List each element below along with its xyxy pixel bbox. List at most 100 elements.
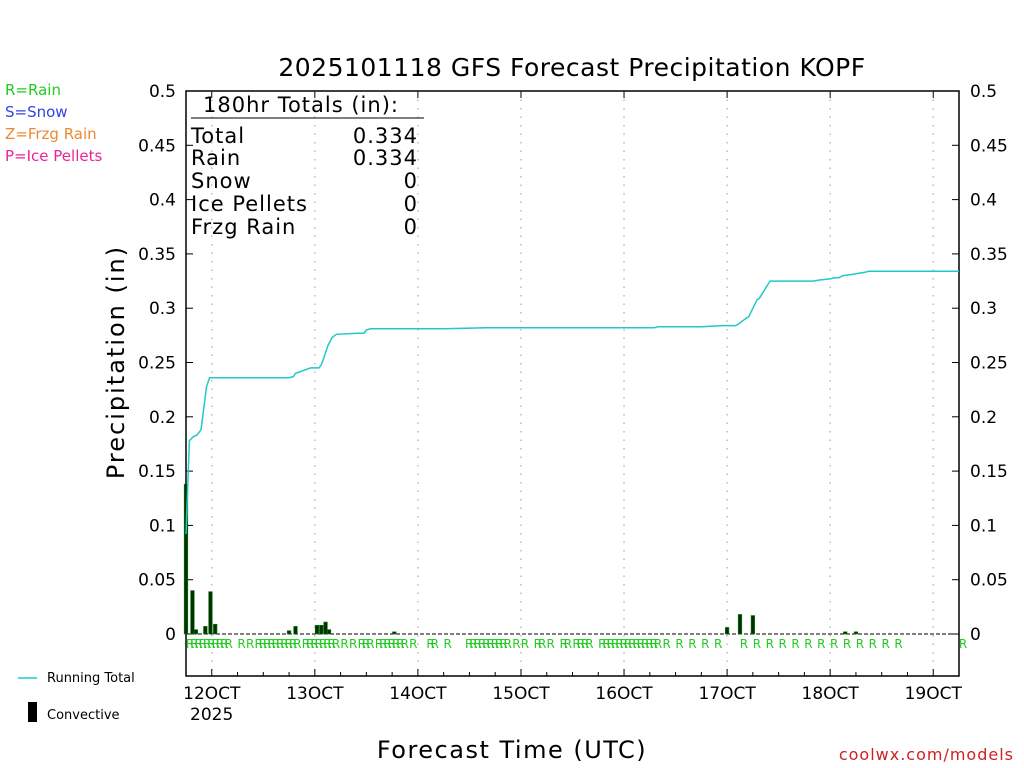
rain-marker: R (349, 637, 357, 651)
y-tick-label-right: 0.05 (970, 571, 1008, 591)
rain-marker: R (396, 637, 404, 651)
rain-marker: R (663, 637, 671, 651)
convective-bar (203, 626, 208, 635)
convective-bar (724, 627, 730, 635)
rain-marker: R (572, 637, 580, 651)
rain-marker: R (624, 637, 632, 651)
source-credit: coolwx.com/models (838, 745, 1014, 764)
convective-bar (293, 626, 298, 635)
rain-marker: R (581, 637, 589, 651)
totals-freezing-rain-label: Frzg Rain (191, 215, 296, 239)
rain-marker: R (366, 637, 374, 651)
rain-marker: R (491, 637, 499, 651)
rain-marker: R (465, 637, 473, 651)
rain-marker: R (559, 637, 567, 651)
rain-marker: R (306, 637, 314, 651)
rain-marker: R (869, 637, 877, 651)
y-tick-label-left: 0.45 (138, 136, 176, 156)
rain-marker: R (276, 637, 284, 651)
convective-bars (183, 483, 859, 635)
y-tick-label-left: 0.1 (149, 516, 176, 536)
rain-marker: R (499, 637, 507, 651)
y-tick-label-right: 0.35 (970, 245, 1008, 265)
rain-marker: R (358, 637, 366, 651)
rain-marker: R (645, 637, 653, 651)
rain-marker: R (194, 637, 202, 651)
rain-marker: R (654, 637, 662, 651)
rain-marker: R (267, 637, 275, 651)
rain-marker: R (620, 637, 628, 651)
rain-marker: R (246, 637, 254, 651)
rain-marker: R (203, 637, 211, 651)
rain-marker: R (894, 637, 902, 651)
rain-marker: R (521, 637, 529, 651)
x-tick-label: 12OCT (183, 684, 241, 704)
y-axis-label: Precipitation (in) (102, 245, 130, 479)
convective-bar (314, 625, 320, 635)
rain-marker: R (426, 637, 434, 651)
rain-marker: R (280, 637, 288, 651)
convective-bar (193, 629, 198, 635)
y-tick-label-right: 0.3 (970, 299, 997, 319)
rain-marker: R (431, 637, 439, 651)
rain-marker: R (641, 637, 649, 651)
rain-marker: R (379, 637, 387, 651)
convective-bar (208, 591, 213, 635)
chart-title: 2025101118 GFS Forecast Precipitation KO… (278, 53, 865, 82)
rain-marker: R (272, 637, 280, 651)
rain-marker: R (512, 637, 520, 651)
rain-marker: R (766, 637, 774, 651)
rain-marker: R (220, 637, 228, 651)
rain-marker: R (383, 637, 391, 651)
x-tick-label: 19OCT (905, 684, 963, 704)
totals-rain-label: Rain (191, 146, 241, 170)
totals-box: 180hr Totals (in): Total 0.334 Rain 0.33… (190, 93, 424, 239)
y-axis: 0 00.05 0.050.1 0.10.15 0.150.2 0.20.25 0.250.… (138, 82, 1008, 645)
convective-bar (213, 623, 218, 635)
rain-marker: R (843, 637, 851, 651)
convective-bar (843, 631, 848, 635)
rain-marker: R (216, 637, 224, 651)
x-tick-label: 14OCT (389, 684, 447, 704)
rain-marker: R (577, 637, 585, 651)
x-tick-label: 15OCT (492, 684, 550, 704)
rain-marker: R (289, 637, 297, 651)
x-tick-label: 16OCT (595, 684, 653, 704)
totals-ice-pellets-value: 0 (404, 192, 418, 216)
rain-marker: R (817, 637, 825, 651)
convective-legend-label: Convective (47, 708, 120, 723)
rain-marker: R (504, 637, 512, 651)
rain-marker: R (388, 637, 396, 651)
rain-marker: R (856, 637, 864, 651)
rain-marker: R (469, 637, 477, 651)
totals-total-value: 0.334 (353, 124, 418, 148)
convective-bar (737, 614, 743, 635)
rain-marker: R (650, 637, 658, 651)
rain-marker: R (534, 637, 542, 651)
convective-bar (323, 621, 328, 635)
y-tick-label-left: 0.35 (138, 245, 176, 265)
rain-marker: R (486, 637, 494, 651)
legend-ice-pellets: P=Ice Pellets (5, 147, 103, 165)
y-tick-label-right: 0.2 (970, 408, 997, 428)
convective-bar (190, 590, 195, 635)
y-tick-label-right: 0.5 (970, 82, 997, 102)
y-tick-label-left: 0.05 (138, 571, 176, 591)
x-axis-year: 2025 (190, 705, 233, 725)
totals-header: 180hr Totals (in): (203, 93, 399, 117)
convective-bar (326, 629, 332, 635)
rain-marker: R (714, 637, 722, 651)
rain-marker: R (791, 637, 799, 651)
y-tick-label-left: 0.4 (149, 191, 176, 211)
precip-type-legend: R=Rain S=Snow Z=Frzg Rain P=Ice Pellets (5, 79, 102, 167)
y-tick-label-left: 0.3 (149, 299, 176, 319)
y-tick-label-right: 0.4 (970, 191, 997, 211)
y-tick-label-right: 0.15 (970, 462, 1008, 482)
rain-marker: R (632, 637, 640, 651)
rain-marker: R (607, 637, 615, 651)
rain-marker: R (804, 637, 812, 651)
y-tick-label-left: 0.25 (138, 354, 176, 374)
rain-marker: R (212, 637, 220, 651)
rain-marker: R (237, 637, 245, 651)
